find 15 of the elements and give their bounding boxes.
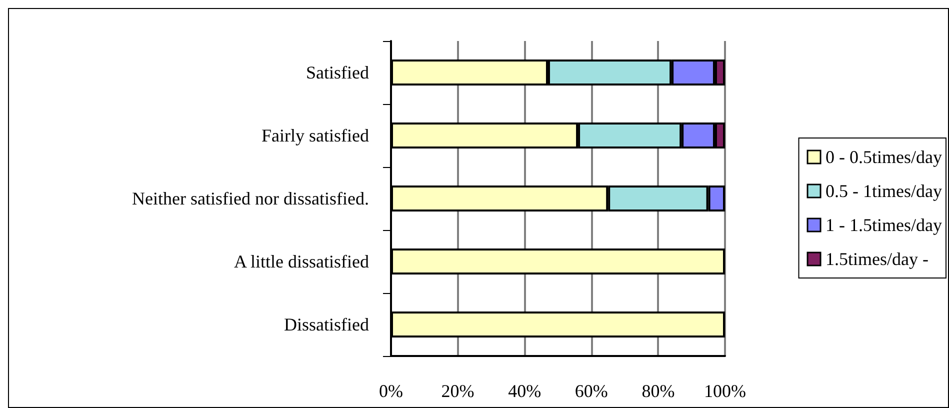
x-tick-label: 100% (704, 381, 746, 401)
legend-label: 1.5times/day - (826, 249, 929, 269)
y-tick-label: Satisfied (306, 62, 369, 82)
legend-label: 1 - 1.5times/day (826, 215, 942, 235)
x-tick-label: 0% (379, 381, 403, 401)
y-tick-label: Fairly satisfied (262, 126, 369, 146)
y-tick-label: Dissatisfied (284, 314, 369, 334)
y-tick-label: Neither satisfied nor dissatisfied. (132, 188, 369, 208)
x-tick-label: 20% (441, 381, 474, 401)
x-tick-label: 40% (508, 381, 542, 401)
y-tick-label: A little dissatisfied (234, 252, 369, 272)
legend-label: 0 - 0.5times/day (826, 147, 942, 167)
x-tick-label: 60% (574, 381, 608, 401)
x-tick-label: 80% (642, 381, 675, 401)
legend-label: 0.5 - 1times/day (826, 181, 942, 201)
